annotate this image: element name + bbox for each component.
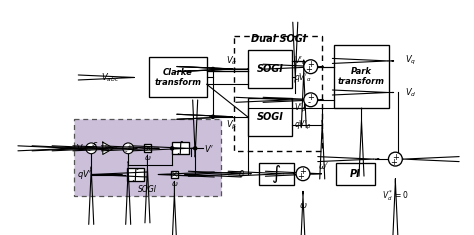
Text: $V_{abc}$: $V_{abc}$: [101, 71, 119, 84]
Text: $\theta$: $\theta$: [238, 168, 245, 179]
Text: +: +: [126, 144, 132, 150]
Text: $V^*_d{=}0$: $V^*_d{=}0$: [382, 188, 409, 203]
Text: SOGI: SOGI: [138, 185, 157, 194]
Text: +: +: [300, 167, 306, 176]
Bar: [336, 163, 374, 184]
Text: $V_q$: $V_q$: [405, 54, 416, 67]
Text: +: +: [89, 144, 95, 150]
Text: $qV'_{\beta}$: $qV'_{\beta}$: [294, 119, 311, 132]
Bar: [127, 168, 144, 181]
Text: $V_{\alpha}$: $V_{\alpha}$: [226, 54, 237, 67]
Text: $V_{\beta}$: $V_{\beta}$: [226, 119, 237, 132]
Text: k: k: [105, 145, 109, 151]
Text: +: +: [390, 158, 397, 167]
Text: $\omega$: $\omega$: [171, 180, 178, 188]
Circle shape: [389, 152, 402, 166]
Text: $qV'_{\alpha}$: $qV'_{\alpha}$: [294, 71, 312, 84]
Text: V: V: [77, 144, 82, 153]
Text: $\omega$: $\omega$: [144, 154, 151, 162]
Text: -: -: [124, 148, 127, 154]
Text: $\int$: $\int$: [271, 163, 282, 185]
Text: $\int$: $\int$: [131, 165, 139, 184]
Text: $\times$: $\times$: [144, 144, 151, 153]
Circle shape: [171, 147, 173, 150]
Circle shape: [123, 143, 134, 154]
Bar: [172, 142, 189, 154]
Circle shape: [211, 115, 214, 118]
Text: $V_d$: $V_d$: [405, 86, 416, 99]
Text: +: +: [307, 60, 314, 69]
Text: $\omega$: $\omega$: [299, 201, 307, 210]
Text: $V'_{\alpha}$: $V'_{\alpha}$: [294, 54, 307, 67]
Text: -: -: [307, 98, 310, 107]
Text: SOGI: SOGI: [256, 112, 283, 122]
Circle shape: [304, 93, 318, 107]
Text: Park
transform: Park transform: [338, 67, 385, 86]
Text: +: +: [305, 65, 312, 74]
Bar: [149, 58, 207, 98]
Text: $V'$: $V'$: [204, 143, 214, 154]
Text: PI: PI: [350, 169, 361, 179]
Circle shape: [86, 143, 97, 154]
Text: +: +: [392, 153, 399, 161]
Circle shape: [211, 67, 214, 70]
Bar: [74, 119, 220, 196]
Text: -: -: [87, 146, 90, 156]
Text: SOGI: SOGI: [256, 64, 283, 74]
Circle shape: [194, 147, 197, 150]
Text: Clarke
transform: Clarke transform: [155, 68, 201, 87]
Text: $V'_{\beta}$: $V'_{\beta}$: [294, 102, 307, 115]
Text: $\times$: $\times$: [171, 170, 178, 179]
Bar: [144, 145, 151, 152]
Bar: [259, 163, 294, 184]
Text: Dual SOGI: Dual SOGI: [251, 34, 306, 43]
Circle shape: [304, 60, 318, 74]
Text: $\varepsilon$: $\varepsilon$: [92, 140, 99, 149]
Text: $\omega'$: $\omega'$: [318, 161, 328, 171]
Bar: [171, 171, 178, 178]
Bar: [234, 36, 322, 151]
Text: +: +: [298, 172, 304, 181]
Bar: [247, 98, 292, 136]
Polygon shape: [103, 142, 114, 154]
Bar: [334, 45, 389, 108]
Circle shape: [296, 167, 310, 181]
Text: $\int$: $\int$: [176, 139, 185, 157]
Text: $qV'$: $qV'$: [77, 168, 92, 181]
Bar: [247, 50, 292, 88]
Text: +: +: [307, 93, 314, 102]
